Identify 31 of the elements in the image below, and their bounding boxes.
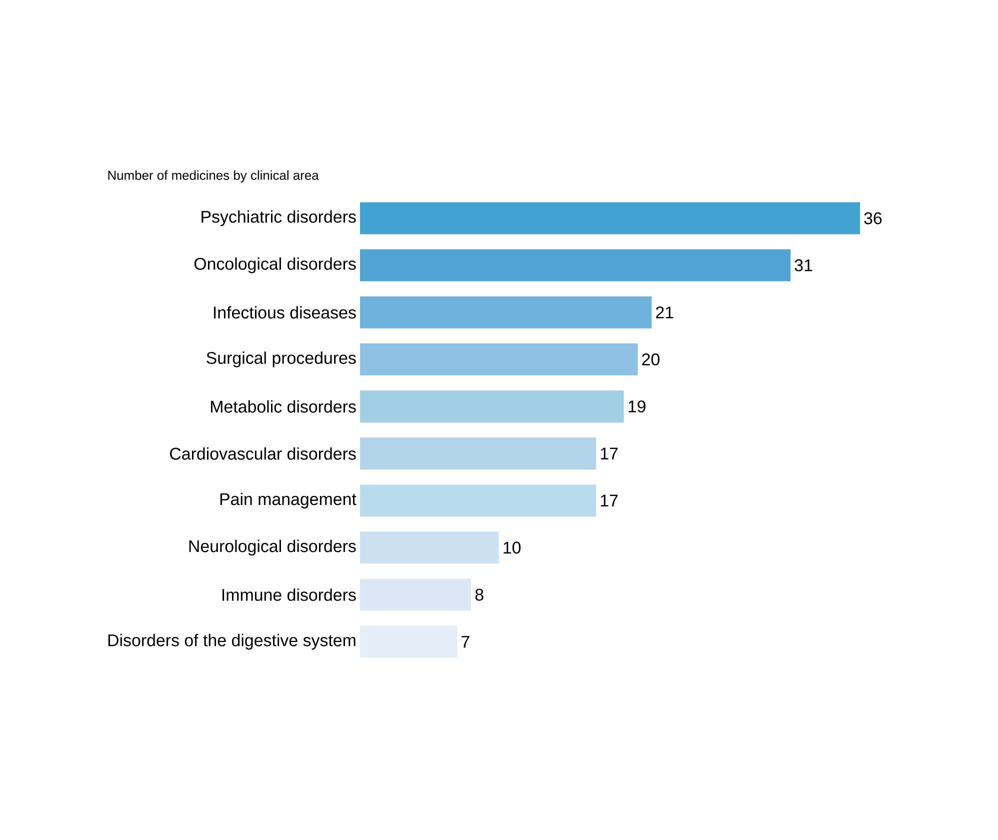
data-label: 8 [475,588,484,601]
data-label: 36 [864,212,882,224]
y-tick-label: Psychiatric disorders [202,210,356,226]
y-tick-label: Pain management [220,492,356,508]
bar [360,578,472,611]
bar [360,343,638,376]
bar [360,249,791,282]
bar [360,532,499,564]
data-label: 21 [656,306,674,318]
data-label: 17 [600,448,618,460]
y-tick-label: Metabolic disorders [211,400,356,413]
y-tick-label: Neurological disorders [189,540,356,556]
bar [360,390,624,422]
y-tick-label: Immune disorders [222,588,356,601]
y-tick-label: Infectious diseases [214,306,356,319]
bar [360,484,596,517]
y-tick-label: Oncological disorders [194,257,356,274]
y-tick-label: Disorders of the digestive system [108,634,356,650]
y-tick-label: Surgical procedures [206,352,356,368]
data-label: 19 [628,400,646,412]
data-label: 7 [462,636,470,648]
bar [360,626,458,658]
text: Number of medicines by clinical area [108,170,319,182]
data-label: 10 [504,542,521,554]
data-label: 31 [794,259,812,272]
bar [360,438,596,470]
data-label: 20 [642,353,660,366]
data-label: 17 [600,494,618,506]
y-tick-label: Cardiovascular disorders [170,447,356,460]
bar [360,202,860,234]
bar [360,296,652,328]
